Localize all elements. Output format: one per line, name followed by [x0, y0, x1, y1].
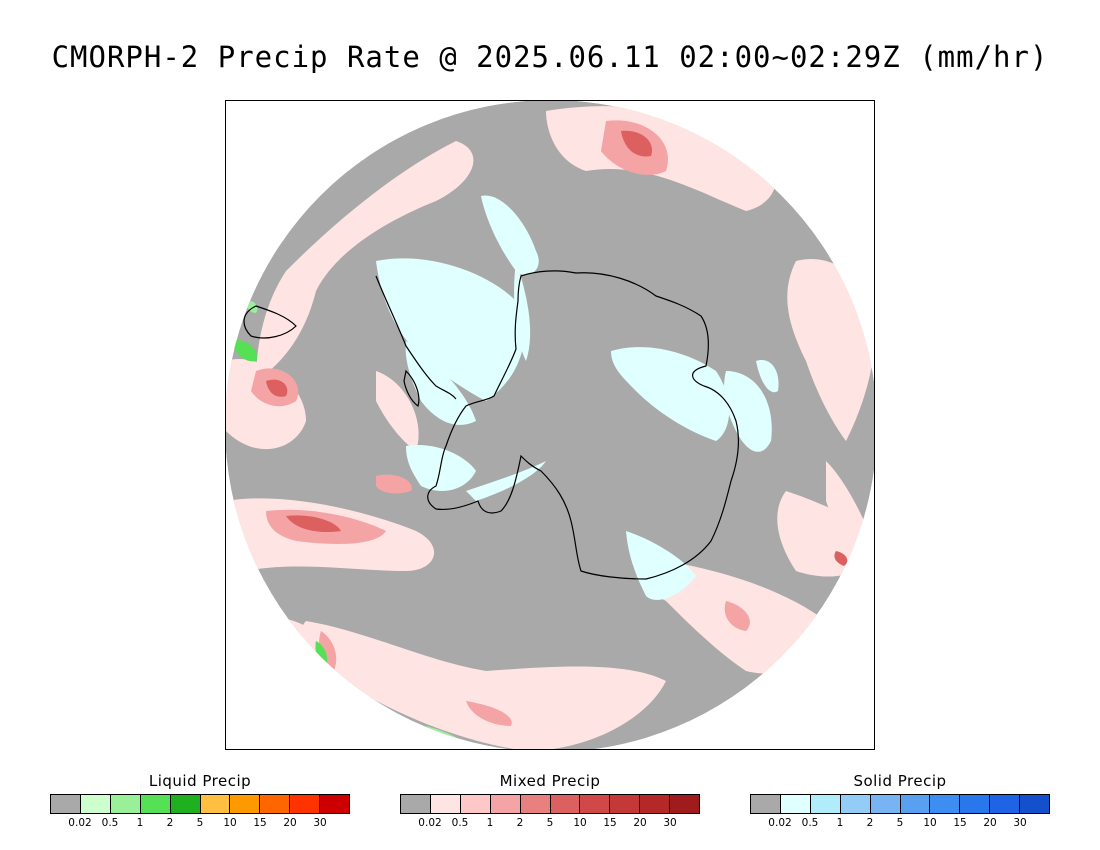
legend-liquid-swatch: [200, 795, 231, 813]
legend-liquid-swatch: [290, 795, 321, 813]
legend-liquid-swatch: [110, 795, 141, 813]
legend-liquid-tick: 1: [136, 817, 144, 829]
legend-mixed-tick: 20: [633, 817, 647, 829]
legend-solid-swatch: [870, 795, 901, 813]
legend-solid-swatch: [900, 795, 931, 813]
legend-solid-tick: 0.5: [801, 817, 819, 829]
legend-mixed-tick: 2: [516, 817, 524, 829]
legend-solid-tick: 10: [923, 817, 937, 829]
legend-solid-swatch: [780, 795, 811, 813]
legend-solid-tick: 0.02: [768, 817, 792, 829]
legend-mixed-tick: 0.5: [451, 817, 469, 829]
legend-solid-swatch: [960, 795, 991, 813]
legend-solid-colorbar: [750, 794, 1050, 814]
legend-mixed-swatch: [550, 795, 581, 813]
legend-solid-swatch: [990, 795, 1021, 813]
legend-liquid-title: Liquid Precip: [148, 772, 252, 790]
legend-liquid: Liquid Precip 0.02 0.5 1 2 5 10 15 20 30: [50, 772, 350, 830]
legend-mixed-swatch: [610, 795, 641, 813]
legend-liquid-tick: 2: [166, 817, 174, 829]
legend-liquid-tick: 0.02: [68, 817, 92, 829]
legend-liquid-colorbar: [50, 794, 350, 814]
legend-liquid-swatch: [170, 795, 201, 813]
legend-liquid-tick: 5: [196, 817, 204, 829]
legend-mixed-colorbar: [400, 794, 700, 814]
legend-solid-tick: 2: [866, 817, 874, 829]
legend-mixed-swatch: [430, 795, 461, 813]
legend-mixed-tick: 0.02: [418, 817, 442, 829]
legend-mixed: Mixed Precip 0.02 0.5 1 2 5 10 15 20 30: [400, 772, 700, 830]
legend-liquid-ticks: 0.02 0.5 1 2 5 10 15 20 30: [50, 814, 350, 830]
legend-solid-swatch: [1020, 795, 1050, 813]
legend-solid-tick: 1: [836, 817, 844, 829]
legend-solid-tick: 15: [953, 817, 967, 829]
legend-liquid-swatch: [80, 795, 111, 813]
legend-solid-title: Solid Precip: [853, 772, 947, 790]
legend-mixed-swatch: [520, 795, 551, 813]
legend-mixed-tick: 10: [573, 817, 587, 829]
map-panel[interactable]: [225, 100, 875, 750]
mixed-precip-heavy-regions: [266, 130, 848, 566]
legend-liquid-tick: 20: [283, 817, 297, 829]
legend-mixed-swatch: [490, 795, 521, 813]
legend-mixed-tick: 5: [546, 817, 554, 829]
legend-mixed-ticks: 0.02 0.5 1 2 5 10 15 20 30: [400, 814, 700, 830]
legend-solid-ticks: 0.02 0.5 1 2 5 10 15 20 30: [750, 814, 1050, 830]
legend-liquid-swatch: [51, 795, 81, 813]
legend-solid-swatch: [810, 795, 841, 813]
legend-mixed-swatch: [670, 795, 700, 813]
legend-solid-tick: 5: [896, 817, 904, 829]
legend-solid-swatch: [751, 795, 781, 813]
legend-mixed-swatch: [460, 795, 491, 813]
legend-mixed-title: Mixed Precip: [499, 772, 601, 790]
legend-solid-tick: 30: [1013, 817, 1027, 829]
legend-solid: Solid Precip 0.02 0.5 1 2 5 10 15 20 30: [750, 772, 1050, 830]
legend-liquid-swatch: [260, 795, 291, 813]
polar-precip-map: [226, 101, 874, 749]
legend-mixed-tick: 30: [663, 817, 677, 829]
legend-liquid-swatch: [320, 795, 350, 813]
legend-liquid-tick: 15: [253, 817, 267, 829]
legend-mixed-tick: 1: [486, 817, 494, 829]
legend-mixed-swatch: [580, 795, 611, 813]
legend-mixed-swatch: [401, 795, 431, 813]
legend-liquid-tick: 10: [223, 817, 237, 829]
map-title: CMORPH-2 Precip Rate @ 2025.06.11 02:00~…: [51, 40, 1049, 74]
legend-solid-tick: 20: [983, 817, 997, 829]
legend-liquid-swatch: [140, 795, 171, 813]
solid-precip-regions: [376, 195, 779, 600]
legend-liquid-swatch: [230, 795, 261, 813]
coastlines: [243, 270, 740, 580]
legend-solid-swatch: [930, 795, 961, 813]
legend-mixed-swatch: [640, 795, 671, 813]
legend-liquid-tick: 30: [313, 817, 327, 829]
legend-liquid-tick: 0.5: [101, 817, 119, 829]
legend-solid-swatch: [840, 795, 871, 813]
map-disc: [226, 101, 874, 749]
legend-mixed-tick: 15: [603, 817, 617, 829]
